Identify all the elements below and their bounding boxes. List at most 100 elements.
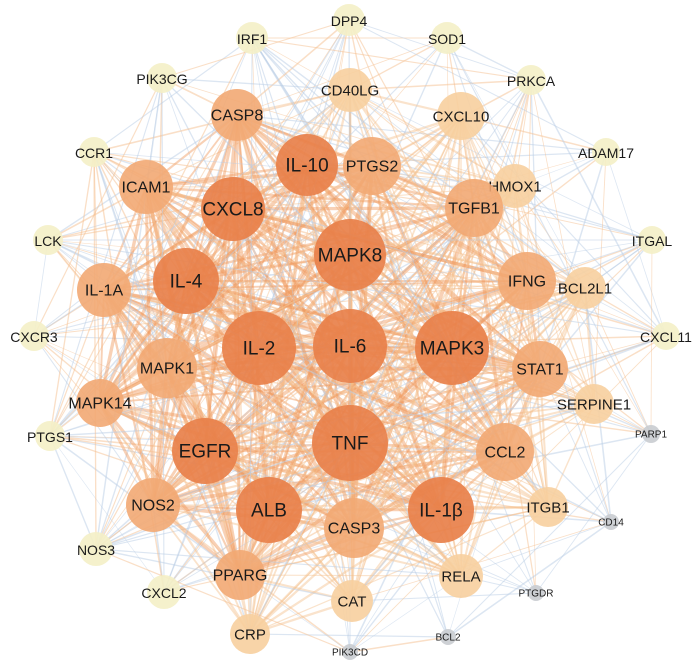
node-circle <box>324 498 384 558</box>
node-itgb1[interactable]: ITGB1 <box>526 487 570 527</box>
node-label: ITGB1 <box>526 500 569 517</box>
node-layer: PARP1 CD14 PTGDR BCL2 PIK3CD CXCL2 NOS3 PTGS1 CX… <box>10 4 692 660</box>
node-dpp4[interactable]: DPP4 <box>331 4 368 36</box>
node-itgal[interactable]: ITGAL <box>632 226 673 254</box>
node-cxcl8[interactable]: CXCL8 <box>201 177 265 241</box>
node-circle <box>638 226 666 254</box>
node-circle <box>201 177 265 241</box>
node-bcl2l1[interactable]: BCL2L1 <box>558 267 612 309</box>
edge-TGFB1-ITGB1 <box>473 207 549 508</box>
node-icam1[interactable]: ICAM1 <box>119 160 173 214</box>
edge-CAT-PTGDR <box>351 592 537 602</box>
node-irf1[interactable]: IRF1 <box>236 22 268 54</box>
node-nos2[interactable]: NOS2 <box>126 478 180 532</box>
node-casp8[interactable]: CASP8 <box>211 89 264 141</box>
node-circle <box>79 532 113 566</box>
edge-RELA-PIK3CD <box>349 575 462 653</box>
node-stat1[interactable]: STAT1 <box>512 341 568 397</box>
edge-HMOX1-CRP <box>249 185 516 635</box>
node-tnf[interactable]: TNF <box>312 405 388 481</box>
node-pparg[interactable]: PPARG <box>213 550 268 600</box>
node-tgfb1[interactable]: TGFB1 <box>445 179 503 237</box>
node-bcl2[interactable]: BCL2 <box>435 629 461 645</box>
edge-CCL2-PTGS1 <box>49 435 506 453</box>
edge-PARP1-PTGDR <box>535 433 652 594</box>
node-circle <box>77 263 131 317</box>
edge-NOS3-PTGS1 <box>49 435 97 550</box>
edge-MAPK3-CD40LG <box>348 89 454 349</box>
node-circle <box>333 4 365 36</box>
node-parp1[interactable]: PARP1 <box>635 425 667 443</box>
edge-IL-2-PPARG <box>239 347 260 576</box>
node-cd14[interactable]: CD14 <box>598 514 624 530</box>
node-ptgs1[interactable]: PTGS1 <box>27 421 73 451</box>
node-cxcl10[interactable]: CXCL10 <box>433 92 490 140</box>
edge-STAT1-PPARG <box>239 367 541 577</box>
node-circle <box>476 423 534 481</box>
node-circle <box>574 384 614 424</box>
node-cxcl2[interactable]: CXCL2 <box>141 575 187 609</box>
edge-NOS3-DPP4 <box>95 19 350 550</box>
node-crp[interactable]: CRP <box>230 614 270 654</box>
node-il-1b[interactable]: IL-1β <box>408 477 474 543</box>
node-il-10[interactable]: IL-10 <box>276 134 338 196</box>
node-circle <box>19 321 49 351</box>
node-label: PTGDR <box>519 589 554 600</box>
edge-IL-10-EGFR <box>204 164 308 452</box>
node-label: CASP3 <box>328 521 381 538</box>
edge-IL-1B-PRKCA <box>440 79 532 511</box>
node-circle <box>528 585 544 601</box>
edge-STAT1-IRF1 <box>251 37 541 370</box>
node-sod1[interactable]: SOD1 <box>428 22 466 54</box>
node-ccr1[interactable]: CCR1 <box>75 137 113 167</box>
node-lck[interactable]: LCK <box>33 225 63 255</box>
edge-IL-2-PRKCA <box>258 79 532 349</box>
edge-SERPINE1-LCK <box>47 239 595 405</box>
node-cd40lg[interactable]: CD40LG <box>321 68 379 112</box>
node-alb[interactable]: ALB <box>236 477 302 543</box>
node-circle <box>314 219 386 291</box>
edge-NOS3-CCR1 <box>93 151 97 550</box>
node-nos3[interactable]: NOS3 <box>77 532 115 566</box>
edge-CXCL2-PTGS1 <box>49 435 165 593</box>
edge-IL-6-IL-1A <box>103 289 351 347</box>
edge-STAT1-CD40LG <box>349 89 541 370</box>
node-mapk3[interactable]: MAPK3 <box>415 311 489 385</box>
node-cxcl11[interactable]: CXCL11 <box>640 322 692 350</box>
edge-DPP4-ADAM17 <box>348 19 607 153</box>
node-pik3cd[interactable]: PIK3CD <box>332 644 368 660</box>
node-cxcr3[interactable]: CXCR3 <box>10 321 58 351</box>
node-label: IL-4 <box>170 272 203 293</box>
node-label: HMOX1 <box>488 179 541 196</box>
node-circle <box>147 63 177 93</box>
node-adam17[interactable]: ADAM17 <box>578 138 634 166</box>
edge-NOS3-PIK3CD <box>95 548 351 653</box>
node-casp3[interactable]: CASP3 <box>324 498 384 558</box>
edge-STAT1-DPP4 <box>348 19 541 370</box>
node-circle <box>652 322 680 350</box>
edge-CASP3-SERPINE1 <box>353 403 595 529</box>
node-circle <box>236 22 268 54</box>
node-mapk1[interactable]: MAPK1 <box>137 338 197 398</box>
node-pik3cg[interactable]: PIK3CG <box>136 63 188 93</box>
node-il-4[interactable]: IL-4 <box>153 248 219 314</box>
node-il-6[interactable]: IL-6 <box>313 309 387 383</box>
node-mapk14[interactable]: MAPK14 <box>68 379 132 427</box>
node-il-1a[interactable]: IL-1A <box>77 263 131 317</box>
node-cat[interactable]: CAT <box>331 580 373 622</box>
node-serpine1[interactable]: SERPINE1 <box>557 384 631 424</box>
node-il-2[interactable]: IL-2 <box>222 311 296 385</box>
node-circle <box>137 338 197 398</box>
node-label: NOS3 <box>77 542 115 558</box>
node-label: PPARG <box>213 568 268 585</box>
node-prkca[interactable]: PRKCA <box>507 65 556 95</box>
node-ifng[interactable]: IFNG <box>498 252 556 310</box>
node-rela[interactable]: RELA <box>439 554 483 598</box>
node-hmox1[interactable]: HMOX1 <box>488 164 542 208</box>
node-mapk8[interactable]: MAPK8 <box>314 219 386 291</box>
node-ptgdr[interactable]: PTGDR <box>519 585 554 601</box>
node-egfr[interactable]: EGFR <box>172 418 238 484</box>
node-ptgs2[interactable]: PTGS2 <box>343 137 401 195</box>
node-ccl2[interactable]: CCL2 <box>476 423 534 481</box>
edge-IL-6-CXCL2 <box>163 345 351 593</box>
